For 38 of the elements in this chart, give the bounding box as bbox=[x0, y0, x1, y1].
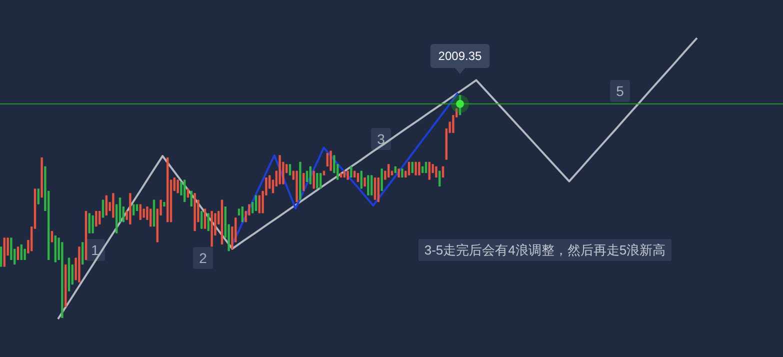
candlestick bbox=[241, 206, 244, 223]
candlestick bbox=[388, 164, 390, 178]
candlestick bbox=[302, 172, 305, 192]
annotation: 5 bbox=[616, 83, 624, 100]
candlestick bbox=[150, 208, 152, 228]
annotation: 3-5走完后会有4浪调整，然后再走5浪新高 bbox=[424, 242, 666, 258]
candlestick bbox=[200, 210, 203, 230]
candlestick bbox=[204, 208, 206, 230]
candlestick bbox=[184, 179, 186, 203]
candlestick bbox=[37, 188, 40, 205]
candlestick bbox=[92, 214, 94, 234]
candlestick bbox=[414, 161, 417, 176]
candlestick bbox=[16, 246, 20, 261]
candlestick bbox=[288, 164, 292, 176]
candlestick bbox=[320, 172, 322, 190]
annotation: 1 bbox=[91, 242, 100, 258]
candlestick bbox=[10, 237, 12, 261]
candlestick bbox=[326, 152, 328, 167]
candlestick bbox=[438, 170, 441, 187]
candlestick bbox=[88, 212, 90, 234]
candlestick bbox=[374, 177, 376, 200]
candlestick bbox=[98, 210, 101, 225]
candlestick bbox=[207, 212, 210, 232]
candlestick bbox=[254, 194, 258, 212]
candlestick bbox=[330, 150, 332, 172]
candlestick bbox=[380, 168, 383, 192]
candlestick bbox=[139, 204, 142, 220]
candlestick bbox=[82, 242, 84, 265]
candlestick bbox=[176, 179, 179, 194]
annotation: 3 bbox=[377, 131, 386, 148]
candlestick bbox=[316, 172, 318, 190]
candlestick bbox=[367, 174, 370, 196]
candlestick bbox=[105, 194, 108, 216]
annotation: 2 bbox=[199, 250, 208, 266]
candlestick bbox=[408, 161, 410, 176]
candlestick bbox=[370, 174, 373, 196]
annotation: 2009.35 bbox=[438, 49, 482, 63]
candlestick bbox=[418, 161, 420, 176]
